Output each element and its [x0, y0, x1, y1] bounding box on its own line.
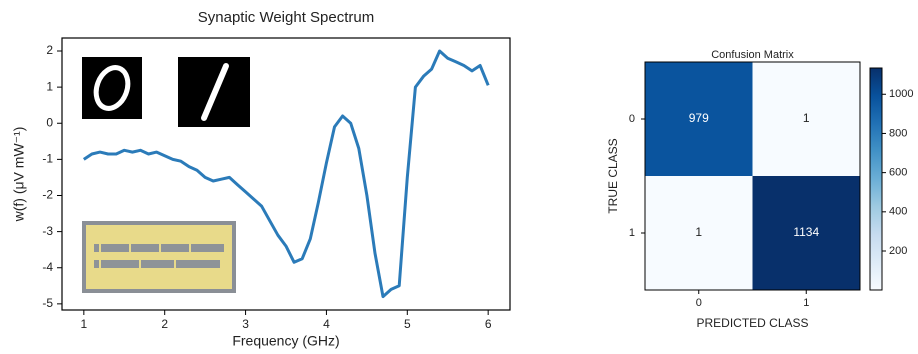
y-tick-label: 2: [46, 43, 53, 57]
y-tick-label: 1: [629, 227, 635, 239]
y-tick-label: 0: [46, 115, 53, 129]
colorbar-tick-label: 600: [889, 167, 907, 179]
x-tick-label: 0: [696, 297, 702, 309]
x-axis-label: PREDICTED CLASS: [696, 316, 808, 330]
y-tick-label: -4: [42, 260, 53, 274]
cell-label: 1: [695, 225, 702, 239]
x-tick-label: 2: [161, 317, 168, 331]
cell-label: 1: [803, 111, 810, 125]
colorbar: [870, 68, 882, 290]
x-tick-label: 1: [80, 317, 87, 331]
y-tick-label: -2: [42, 188, 53, 202]
cell-label: 1134: [793, 225, 819, 239]
colorbar-tick-label: 1000: [889, 88, 913, 100]
device-inset: [84, 223, 234, 291]
x-tick-label: 1: [803, 297, 809, 309]
y-axis-label: TRUE CLASS: [606, 138, 620, 213]
page: Synaptic Weight Spectrum 1 2 3 4 5 6 -5 -4 -3 -2 -1…: [0, 0, 918, 354]
y-tick-label: -5: [42, 296, 53, 310]
x-tick-label: 6: [485, 317, 492, 331]
y-tick-label: 1: [46, 79, 53, 93]
x-tick-label: 3: [242, 317, 249, 331]
chart-title: Synaptic Weight Spectrum: [198, 9, 374, 26]
cell-label: 979: [689, 111, 709, 125]
digit-one-inset: [178, 57, 250, 127]
digit-zero-inset: [82, 57, 142, 119]
y-tick-label: -1: [42, 152, 53, 166]
colorbar-tick-label: 800: [889, 127, 907, 139]
y-tick-label: 0: [629, 113, 635, 125]
chart-title: Confusion Matrix: [711, 49, 794, 61]
x-tick-label: 5: [404, 317, 411, 331]
colorbar-tick-label: 400: [889, 206, 907, 218]
colorbar-tick-label: 200: [889, 245, 907, 257]
x-tick-label: 4: [323, 317, 330, 331]
x-axis-label: Frequency (GHz): [232, 333, 339, 349]
y-axis-label: w(f) (μV mW⁻¹): [11, 127, 27, 223]
y-tick-label: -3: [42, 224, 53, 238]
